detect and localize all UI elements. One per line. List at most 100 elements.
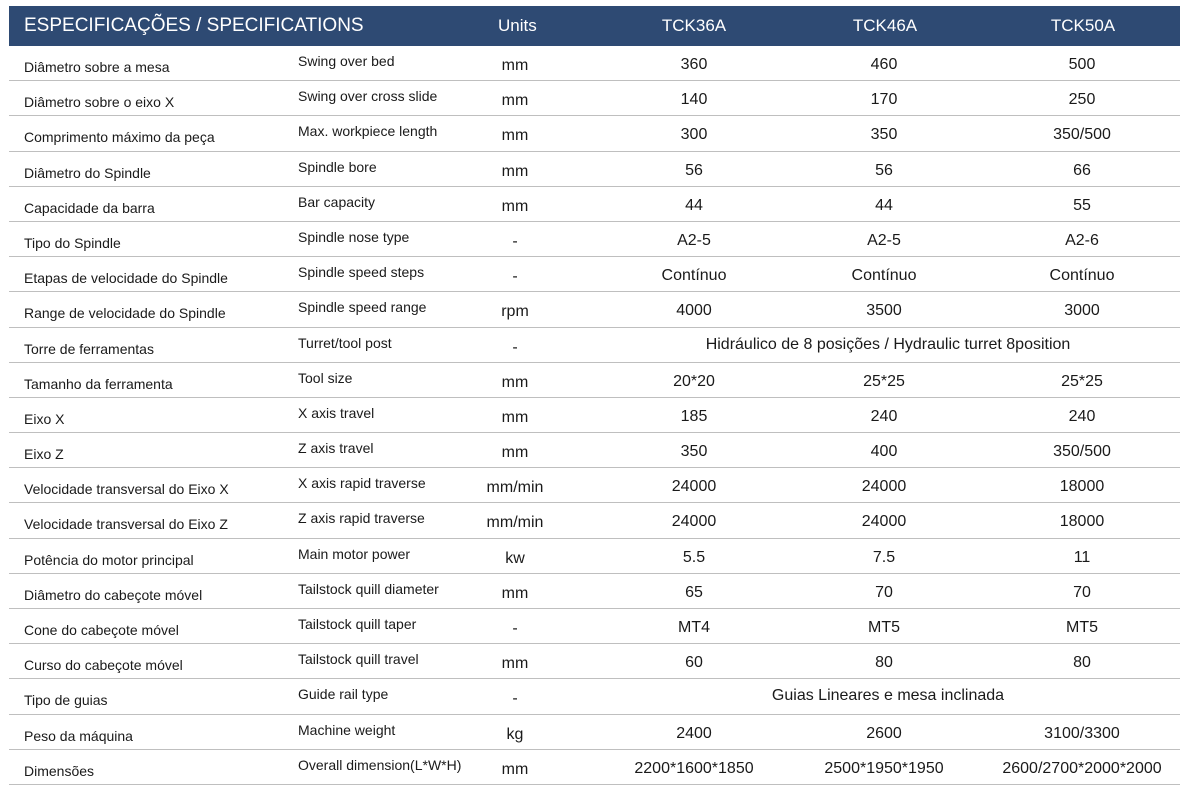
- spec-label-en: Spindle nose type: [298, 228, 410, 245]
- spec-value-tck36a: 56: [685, 161, 703, 179]
- spec-value-tck36a: 20*20: [673, 372, 715, 390]
- table-row: Tamanho da ferramenta Tool size mm 20*20 25*…: [9, 363, 1180, 398]
- spec-label-en: Machine weight: [298, 721, 396, 738]
- units-header: Units: [498, 16, 537, 35]
- spec-value-tck46a: 7.5: [872, 548, 896, 566]
- spec-unit: -: [512, 268, 518, 286]
- spec-label-pt: Range de velocidade do Spindle: [24, 305, 226, 322]
- spec-unit: -: [512, 338, 518, 356]
- table-row: Diâmetro sobre a mesa Swing over bed mm 360…: [9, 46, 1180, 82]
- spec-value-tck36a: 65: [685, 583, 703, 601]
- spec-label-pt: Tipo de guias: [24, 692, 108, 709]
- spec-unit: -: [512, 690, 518, 708]
- spec-label-pt: Tamanho da ferramenta: [24, 375, 173, 392]
- spec-label-en: Max. workpiece length: [298, 123, 438, 140]
- spec-unit: mm: [501, 197, 529, 215]
- table-row: Comprimento máximo da peça Max. workpiece…: [9, 116, 1180, 152]
- spec-label-pt: Diâmetro sobre o eixo X: [24, 94, 175, 111]
- spec-label-en: Spindle bore: [298, 158, 377, 175]
- spec-value-tck50a: MT5: [1066, 619, 1098, 636]
- spec-value-tck46a: 2600: [866, 724, 902, 742]
- table-row: Tipo de guias Guide rail type - Guias Linea…: [9, 679, 1180, 715]
- spec-unit: mm: [501, 408, 529, 426]
- spec-value-tck50a: 80: [1073, 654, 1091, 672]
- spec-value-tck46a: 400: [870, 443, 898, 461]
- spec-label-en: Turret/tool post: [298, 334, 392, 351]
- spec-value-tck46a: 25*25: [863, 372, 905, 390]
- spec-value-tck36a: 185: [680, 407, 708, 425]
- spec-label-en: Bar capacity: [298, 193, 376, 210]
- spec-value-all-models: Hidráulico de 8 posições / Hydraulic tur…: [705, 335, 1071, 353]
- table-row: Peso da máquina Machine weight kg 2400 2600 3…: [9, 715, 1180, 750]
- spec-value-tck36a: 300: [680, 126, 708, 144]
- spec-value-tck50a: Contínuo: [1049, 267, 1115, 285]
- spec-label-pt: Diâmetro do cabeçote móvel: [24, 586, 203, 603]
- spec-unit: mm: [501, 127, 529, 145]
- spec-value-tck50a: 350/500: [1053, 126, 1111, 144]
- table-row: Velocidade transversal do Eixo X X axis r…: [9, 468, 1180, 504]
- spec-value-tck50a: 250: [1068, 91, 1096, 109]
- spec-value-tck50a: 18000: [1059, 513, 1105, 531]
- spec-label-en: Tailstock quill travel: [298, 651, 419, 668]
- table-row: Velocidade transversal do Eixo Z Z axis r…: [9, 503, 1180, 539]
- spec-value-tck36a: 60: [685, 654, 703, 672]
- table-row: Etapas de velocidade do Spindle Spindle s…: [9, 257, 1180, 293]
- table-row: Diâmetro do cabeçote móvel Tailstock quil…: [9, 574, 1180, 609]
- spec-label-pt: Torre de ferramentas: [24, 340, 154, 357]
- spec-label-pt: Eixo Z: [24, 446, 64, 463]
- spec-unit: mm: [501, 444, 529, 462]
- spec-value-tck36a: 24000: [671, 513, 717, 531]
- spec-value-tck50a: 70: [1073, 583, 1091, 601]
- spec-label-en: Tailstock quill taper: [298, 616, 417, 632]
- table-row: Diâmetro sobre o eixo X Swing over cross …: [9, 81, 1180, 117]
- table-row: Curso do cabeçote móvel Tailstock quill t…: [9, 644, 1180, 680]
- spec-value-tck46a: 80: [875, 654, 893, 672]
- spec-label-pt: Curso do cabeçote móvel: [24, 657, 183, 674]
- spec-unit: rpm: [501, 303, 529, 321]
- spec-value-tck36a: 140: [680, 91, 708, 109]
- spec-value-tck50a: 350/500: [1053, 443, 1111, 461]
- table-body: Diâmetro sobre a mesa Swing over bed mm 360…: [9, 46, 1180, 785]
- spec-unit: mm/min: [486, 514, 544, 532]
- spec-unit: mm: [501, 584, 529, 602]
- spec-value-tck46a: 70: [875, 583, 893, 601]
- spec-value-tck36a: 2200*1600*1850: [634, 759, 754, 777]
- table-row: Torre de ferramentas Turret/tool post - Hid…: [9, 328, 1180, 363]
- spec-label-pt: Potência do motor principal: [24, 551, 194, 568]
- spec-unit: mm: [501, 760, 529, 778]
- spec-value-tck46a: 460: [870, 56, 898, 73]
- spec-label-pt: Eixo X: [24, 410, 65, 427]
- spec-value-tck50a: 18000: [1059, 478, 1105, 496]
- spec-value-tck46a: Contínuo: [851, 267, 917, 285]
- spec-label-pt: Diâmetro do Spindle: [24, 164, 151, 181]
- table-row: Eixo X X axis travel mm 185 240 240: [9, 398, 1180, 434]
- table-row: Cone do cabeçote móvel Tailstock quill ta…: [9, 609, 1180, 645]
- spec-unit: -: [512, 620, 518, 637]
- spec-value-tck36a: 2400: [676, 724, 712, 742]
- spec-label-en: Z axis rapid traverse: [298, 510, 425, 527]
- spec-value-tck46a: 350: [870, 126, 898, 144]
- spec-value-tck46a: 56: [875, 161, 893, 179]
- model-header-3: TCK50A: [1050, 16, 1116, 35]
- table-header: ESPECIFICAÇÕES / SPECIFICATIONS Units TC…: [9, 6, 1180, 46]
- spec-unit: mm: [501, 57, 529, 74]
- spec-label-pt: Diâmetro sobre a mesa: [24, 59, 170, 75]
- spec-value-tck36a: 24000: [671, 478, 717, 496]
- spec-label-en: Spindle speed range: [298, 299, 427, 316]
- spec-label-en: Main motor power: [298, 545, 411, 562]
- spec-value-tck50a: 500: [1068, 56, 1096, 73]
- table-title: ESPECIFICAÇÕES / SPECIFICATIONS: [24, 15, 364, 36]
- spec-value-tck50a: 11: [1073, 548, 1091, 566]
- spec-value-tck36a: 360: [680, 56, 708, 73]
- model-header-2: TCK46A: [852, 16, 918, 35]
- spec-unit: mm: [501, 162, 529, 180]
- spec-value-tck50a: 55: [1073, 196, 1091, 214]
- spec-unit: mm: [501, 655, 529, 673]
- spec-label-pt: Comprimento máximo da peça: [24, 129, 215, 146]
- spec-value-tck50a: 3000: [1064, 302, 1100, 320]
- spec-value-tck46a: 44: [875, 196, 893, 214]
- table-row: Dimensões Overall dimension(L*W*H) mm 2200*…: [9, 750, 1180, 785]
- spec-value-tck36a: 44: [685, 196, 703, 214]
- spec-label-en: X axis travel: [298, 404, 375, 421]
- spec-value-tck50a: A2-6: [1065, 231, 1099, 249]
